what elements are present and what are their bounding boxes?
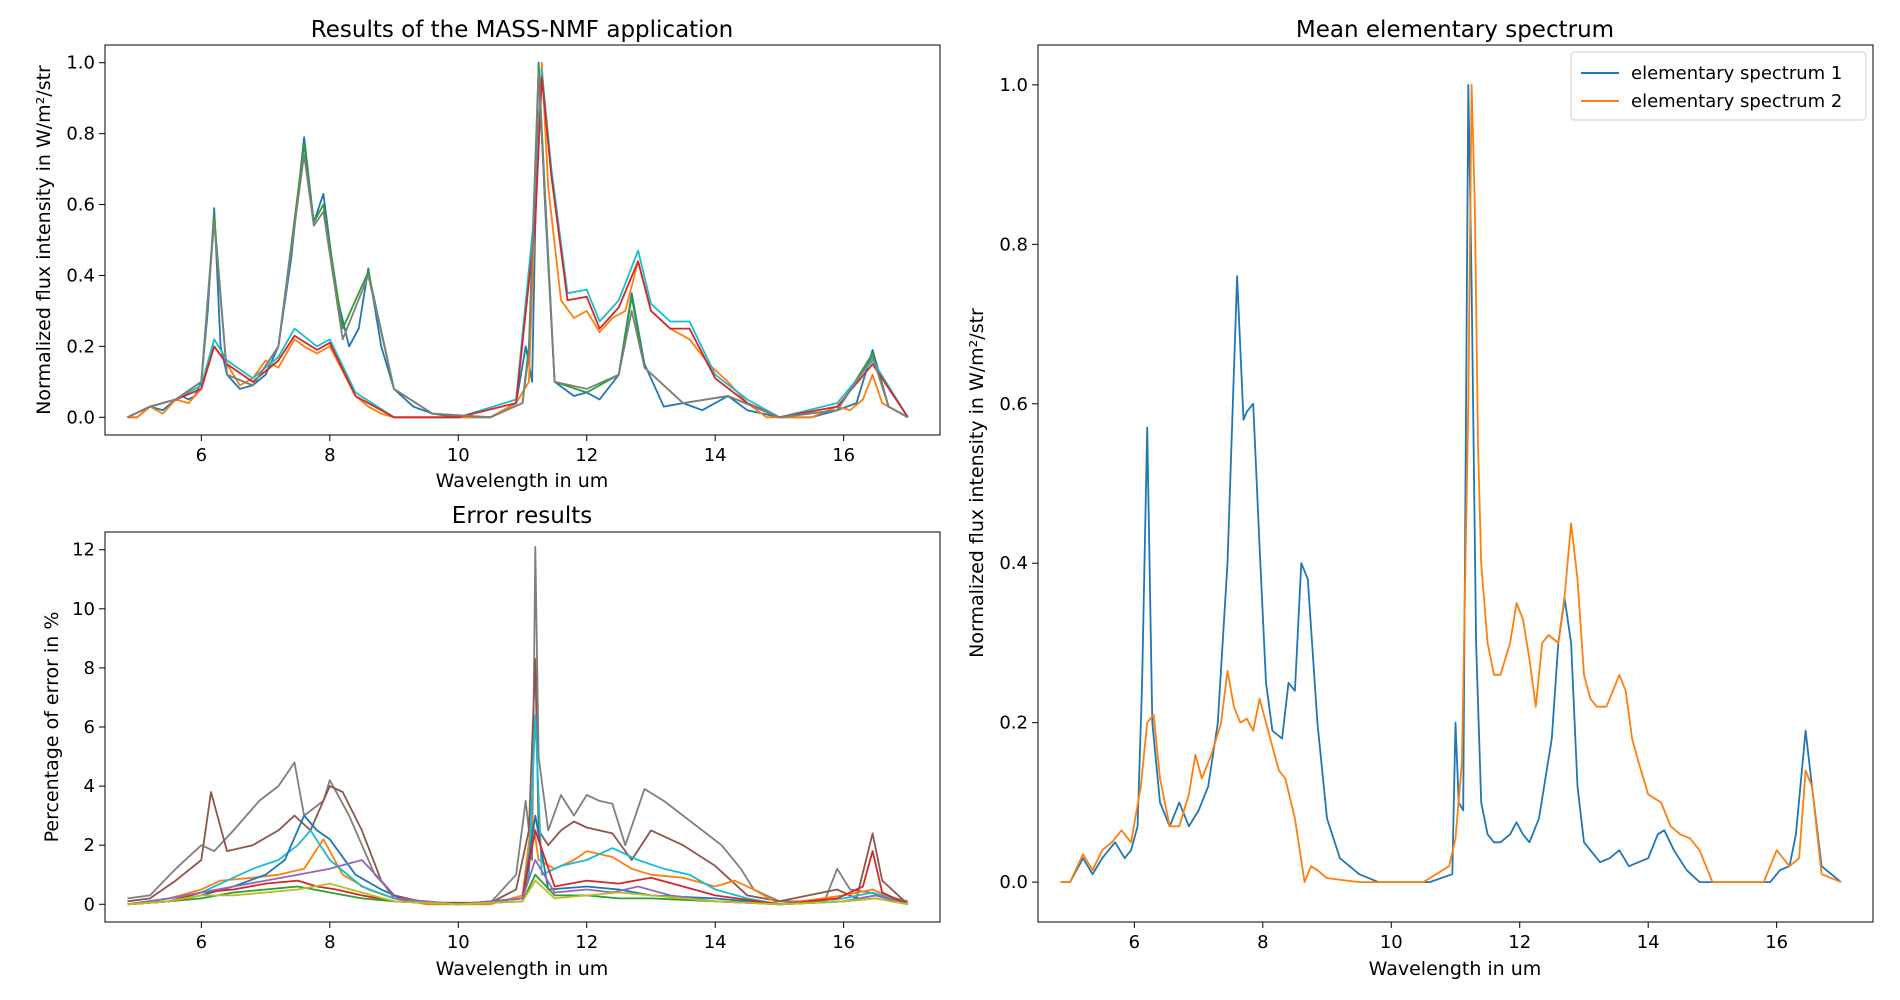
- y-tick-label: 0: [84, 894, 95, 915]
- y-tick-label: 0.6: [66, 195, 95, 216]
- x-tick-label: 10: [447, 932, 470, 953]
- series-line-1: [127, 545, 909, 904]
- series-line-4: [127, 68, 909, 419]
- y-tick-label: 0.0: [66, 407, 95, 428]
- legend-label: elementary spectrum 2: [1631, 91, 1842, 112]
- series-line-6: [127, 829, 909, 906]
- series-group: [1060, 84, 1842, 883]
- y-tick-label: 8: [84, 658, 95, 679]
- y-tick-label: 0.6: [999, 394, 1028, 415]
- y-tick-label: 0.8: [999, 234, 1028, 255]
- x-tick-label: 8: [1257, 932, 1268, 953]
- chart-title: Mean elementary spectrum: [1296, 17, 1614, 43]
- y-tick-label: 0.2: [66, 336, 95, 357]
- y-tick-label: 0.4: [999, 553, 1028, 574]
- series-line-3: [127, 814, 909, 906]
- chart-error-results: Error results Wavelength in um Percentag…: [41, 503, 941, 980]
- x-axis-label: Wavelength in um: [436, 958, 609, 980]
- series-line-2: [1060, 84, 1842, 883]
- x-tick-label: 12: [1508, 932, 1531, 953]
- x-tick-label: 14: [704, 932, 727, 953]
- series-line-3: [127, 65, 909, 419]
- x-tick-label: 16: [1765, 932, 1788, 953]
- y-tick-label: 0.4: [66, 265, 95, 286]
- chart-mean-elementary-spectrum: Mean elementary spectrum Wavelength in u…: [966, 17, 1874, 980]
- series-line-2: [127, 658, 909, 905]
- x-tick-label: 14: [1637, 932, 1660, 953]
- series-group: [127, 61, 909, 419]
- x-tick-label: 12: [575, 932, 598, 953]
- plot-frame: [1037, 44, 1874, 923]
- x-tick-label: 6: [1129, 932, 1140, 953]
- y-tick-label: 6: [84, 717, 95, 738]
- x-tick-label: 10: [447, 445, 470, 466]
- x-tick-label: 6: [196, 445, 207, 466]
- x-axis-label: Wavelength in um: [436, 470, 609, 492]
- y-axis-label: Percentage of error in %: [41, 612, 63, 843]
- series-line-4: [127, 714, 909, 906]
- x-tick-label: 14: [704, 445, 727, 466]
- chart-title: Results of the MASS-NMF application: [311, 17, 733, 43]
- series-line-9: [127, 879, 909, 906]
- legend: elementary spectrum 1 elementary spectrum…: [1570, 51, 1867, 121]
- legend-label: elementary spectrum 1: [1631, 63, 1842, 84]
- y-tick-label: 12: [72, 540, 95, 561]
- y-axis-label: Normalized flux intensity in W/m²/str: [966, 308, 988, 658]
- y-tick-label: 1.0: [999, 75, 1028, 96]
- x-tick-label: 10: [1380, 932, 1403, 953]
- y-axis-label: Normalized flux intensity in W/m²/str: [33, 65, 55, 415]
- series-line-6: [127, 72, 909, 419]
- series-line-5: [127, 76, 909, 419]
- x-tick-label: 16: [832, 932, 855, 953]
- y-tick-label: 0.2: [999, 713, 1028, 734]
- series-line-1: [1060, 84, 1842, 883]
- y-tick-label: 0.0: [999, 872, 1028, 893]
- y-tick-label: 10: [72, 599, 95, 620]
- x-tick-label: 8: [324, 445, 335, 466]
- chart-title: Error results: [452, 503, 592, 529]
- y-tick-label: 2: [84, 835, 95, 856]
- series-line-1: [127, 61, 909, 419]
- y-tick-label: 0.8: [66, 124, 95, 145]
- x-axis-label: Wavelength in um: [1369, 958, 1542, 980]
- chart-results-nmf: Results of the MASS-NMF application Wave…: [33, 17, 941, 492]
- series-group: [127, 545, 909, 906]
- plot-frame: [104, 44, 941, 436]
- x-tick-label: 16: [832, 445, 855, 466]
- y-tick-label: 1.0: [66, 53, 95, 74]
- x-tick-label: 8: [324, 932, 335, 953]
- y-tick-label: 4: [84, 776, 95, 797]
- x-tick-label: 6: [196, 932, 207, 953]
- series-line-2: [127, 61, 909, 419]
- legend-box: [1570, 51, 1867, 121]
- x-tick-label: 12: [575, 445, 598, 466]
